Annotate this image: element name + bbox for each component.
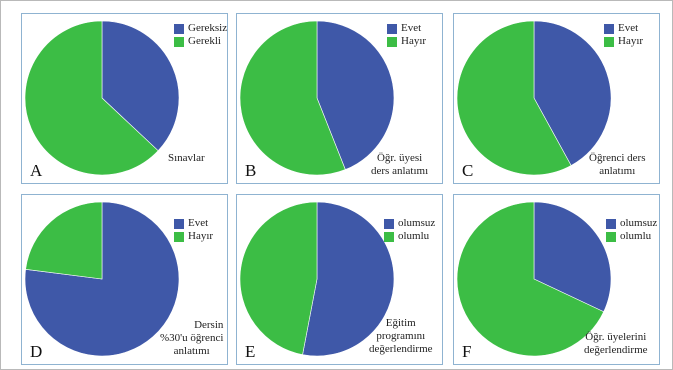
caption-line: Dersin (194, 319, 224, 331)
legend-label: Hayır (618, 35, 644, 47)
pie-slice-hayır (25, 201, 103, 280)
caption-line: Eğitim (385, 317, 416, 329)
chart-caption: Eğitim programını değerlendirme (369, 317, 433, 356)
pie-slice-evet (316, 20, 395, 170)
legend: olumsuz olumlu (606, 217, 657, 243)
pie-chart-b (239, 20, 395, 176)
chart-caption: Sınavlar (168, 152, 205, 165)
pie-slice-evet (24, 201, 180, 357)
legend-swatch (387, 36, 397, 47)
caption-line: programını (376, 330, 426, 342)
pie-slice-gereksiz (101, 20, 180, 152)
legend-swatch (606, 231, 616, 242)
pie-chart-c (456, 20, 612, 176)
legend-item: olumlu (384, 230, 435, 243)
pie-slice-olumsuz (533, 201, 612, 313)
caption-line: anlatımı (599, 165, 636, 177)
legend-label: Evet (188, 217, 209, 229)
pie-slice-olumlu (239, 201, 318, 355)
panel-letter: A (30, 161, 43, 180)
pie-slice-olumlu (456, 201, 605, 357)
panel-letter: F (462, 342, 472, 361)
legend-swatch (174, 218, 184, 229)
legend: Gereksiz Gerekli (174, 22, 227, 48)
caption-line: Sınavlar (168, 152, 205, 164)
legend-item: Gereksiz (174, 22, 227, 35)
legend-swatch (604, 36, 614, 47)
legend-item: olumsuz (606, 217, 657, 230)
caption-line: anlatımı (173, 345, 210, 357)
caption-line: Öğr. üyesi (376, 152, 423, 164)
panel-letter: B (245, 161, 257, 180)
caption-line: %30'u öğrenci (160, 332, 224, 344)
caption-line: ders anlatımı (371, 165, 429, 177)
chart-caption: Öğrenci ders anlatımı (589, 152, 646, 178)
legend-label: Evet (618, 22, 639, 34)
legend-swatch (384, 231, 394, 242)
legend-item: Hayır (387, 35, 426, 48)
pie-chart-a (24, 20, 180, 176)
chart-panel-d: Evet Hayır Dersin %30'u öğrenci anlatımı… (21, 194, 228, 365)
legend-label: Hayır (188, 230, 214, 242)
legend-label: olumsuz (620, 217, 658, 229)
chart-panel-b: Evet Hayır Öğr. üyesi ders anlatımı B (236, 13, 443, 184)
legend-swatch (174, 36, 184, 47)
legend-item: Gerekli (174, 35, 227, 48)
chart-caption: Dersin %30'u öğrenci anlatımı (160, 319, 223, 358)
chart-caption: Öğr. üyesi ders anlatımı (371, 152, 428, 178)
pie-slice-hayır (456, 20, 572, 176)
pie-chart-f (456, 201, 612, 357)
legend-swatch (387, 23, 397, 34)
chart-panel-f: olumsuz olumlu Öğr. üyelerini değerlendi… (453, 194, 660, 365)
legend-swatch (174, 231, 184, 242)
legend-label: olumlu (620, 230, 652, 242)
legend-label: olumlu (398, 230, 430, 242)
pie-slice-gerekli (24, 20, 159, 176)
chart-panel-c: Evet Hayır Öğrenci ders anlatımı C (453, 13, 660, 184)
legend-label: Gereksiz (188, 22, 228, 34)
legend-label: Gerekli (188, 35, 221, 47)
panel-letter: D (30, 342, 43, 361)
legend: olumsuz olumlu (384, 217, 435, 243)
chart-panel-e: olumsuz olumlu Eğitim programını değerle… (236, 194, 443, 365)
legend-label: olumsuz (398, 217, 436, 229)
legend: Evet Hayır (387, 22, 426, 48)
legend-item: Evet (604, 22, 643, 35)
legend-swatch (174, 23, 184, 34)
legend-swatch (604, 23, 614, 34)
legend: Evet Hayır (604, 22, 643, 48)
caption-line: değerlendirme (369, 343, 433, 355)
legend-item: olumlu (606, 230, 657, 243)
pie-slice-hayır (239, 20, 346, 176)
legend-swatch (606, 218, 616, 229)
legend-item: Hayır (604, 35, 643, 48)
pie-slice-olumsuz (302, 201, 395, 357)
legend-item: Evet (387, 22, 426, 35)
legend-item: Evet (174, 217, 213, 230)
pie-chart-e (239, 201, 395, 357)
chart-panel-a: Gereksiz Gerekli Sınavlar A (21, 13, 228, 184)
legend-label: Hayır (401, 35, 427, 47)
panel-letter: E (245, 342, 256, 361)
legend-item: olumsuz (384, 217, 435, 230)
legend: Evet Hayır (174, 217, 213, 243)
pie-chart-d (24, 201, 180, 357)
caption-line: Öğrenci ders (589, 152, 646, 164)
legend-item: Hayır (174, 230, 213, 243)
caption-line: Öğr. üyelerini (585, 331, 647, 343)
legend-swatch (384, 218, 394, 229)
panel-letter: C (462, 161, 474, 180)
legend-label: Evet (401, 22, 422, 34)
pie-slice-evet (533, 20, 612, 166)
chart-caption: Öğr. üyelerini değerlendirme (584, 331, 648, 357)
caption-line: değerlendirme (584, 344, 648, 356)
